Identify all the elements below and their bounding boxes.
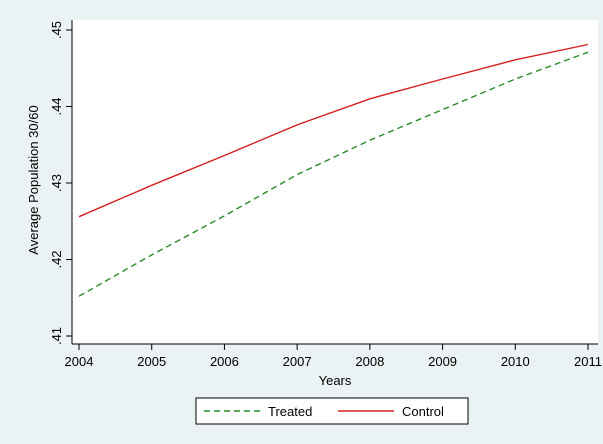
x-tick-label: 2006: [210, 354, 239, 369]
series-line-control: [78, 43, 589, 218]
x-tick-label: 2005: [137, 354, 166, 369]
x-tick-label: 2004: [65, 354, 94, 369]
series-lines: [78, 43, 589, 297]
y-tick-label: .45: [49, 21, 64, 39]
y-tick-label: .43: [49, 174, 64, 192]
plot-background: [72, 20, 598, 344]
legend-label-treated: Treated: [268, 404, 312, 419]
legend-label-control: Control: [402, 404, 444, 419]
x-tick-label: 2009: [428, 354, 457, 369]
y-axis-ticks: .41 .42 .43 .44 .45: [49, 21, 72, 345]
x-tick-label: 2011: [574, 354, 602, 369]
series-line-treated: [78, 51, 589, 297]
legend-box: [195, 397, 469, 425]
x-tick-label: 2010: [501, 354, 530, 369]
y-tick-label: .44: [49, 97, 64, 115]
y-tick-label: .41: [49, 327, 64, 345]
y-axis-title: Average Population 30/60: [26, 105, 41, 254]
x-axis-title: Years: [319, 373, 352, 388]
x-axis-ticks: 2004 2005 2006 2007 2008 2009 2010 2011: [65, 344, 602, 369]
x-tick-label: 2008: [355, 354, 384, 369]
y-tick-label: .42: [49, 250, 64, 268]
x-tick-label: 2007: [283, 354, 312, 369]
legend: Treated Control: [195, 397, 469, 425]
